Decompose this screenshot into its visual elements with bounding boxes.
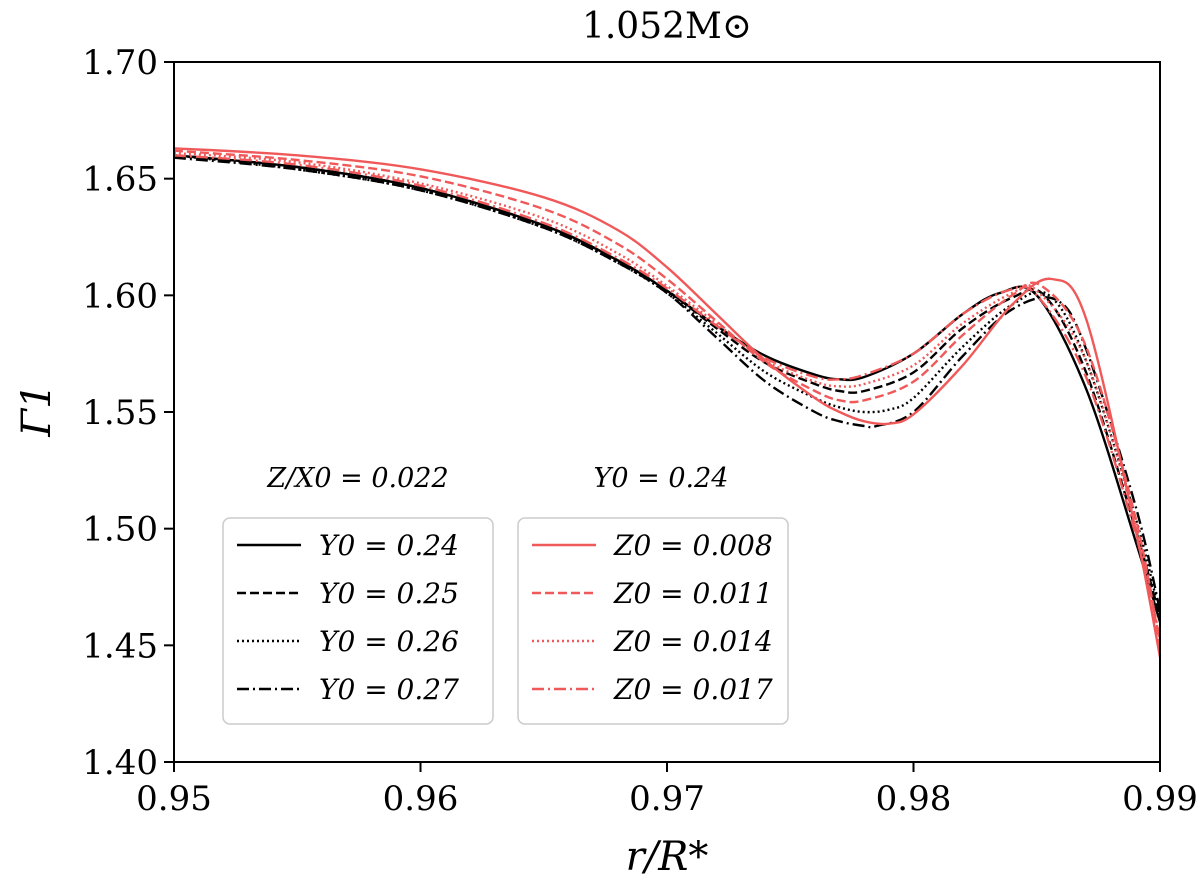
x-tick-label: 0.96 bbox=[383, 779, 459, 819]
x-tick-labels: 0.95 0.96 0.97 0.98 0.99 bbox=[136, 779, 1198, 819]
series-line-4 bbox=[174, 156, 1160, 611]
legend-2: Y0 = 0.24 Z0 = 0.008 Z0 = 0.011 Z0 = 0.014 Z… bbox=[517, 463, 789, 725]
series-line-3 bbox=[174, 154, 1160, 616]
legend-entry-label: Y0 = 0.26 bbox=[319, 625, 459, 658]
x-tick-label: 0.99 bbox=[1122, 779, 1198, 819]
legend-entry-label: Y0 = 0.27 bbox=[319, 673, 459, 706]
legend-entry-label: Y0 = 0.25 bbox=[319, 577, 459, 610]
legend-box bbox=[222, 517, 494, 725]
y-tick-label: 1.60 bbox=[82, 276, 158, 316]
series-line-1 bbox=[174, 154, 1160, 623]
y-tick-label: 1.50 bbox=[82, 510, 158, 550]
series-line-8 bbox=[174, 154, 1160, 639]
y-tick-label: 1.65 bbox=[82, 160, 158, 200]
legend-entry-label: Z0 = 0.014 bbox=[613, 625, 773, 658]
legend-title: Z/X0 = 0.022 bbox=[266, 463, 448, 494]
legend-title: Y0 = 0.24 bbox=[594, 463, 729, 494]
y-tick-labels: 1.40 1.45 1.50 1.55 1.60 1.65 1.70 bbox=[82, 43, 158, 783]
legend-box bbox=[517, 517, 789, 725]
chart-title: 1.052M⊙ bbox=[582, 6, 752, 47]
legends: Z/X0 = 0.022 Y0 = 0.24 Y0 = 0.25 Y0 = 0.26 Y… bbox=[222, 463, 789, 725]
legend-entry-label: Y0 = 0.24 bbox=[319, 529, 459, 562]
series-line-6 bbox=[174, 149, 1160, 646]
legend-1: Z/X0 = 0.022 Y0 = 0.24 Y0 = 0.25 Y0 = 0.26 Y… bbox=[222, 463, 494, 725]
x-tick-label: 0.97 bbox=[629, 779, 705, 819]
x-tick-label: 0.95 bbox=[136, 779, 212, 819]
legend-entry-label: Z0 = 0.011 bbox=[613, 577, 773, 610]
plot-curves bbox=[174, 147, 1160, 658]
legend-entry-label: Z0 = 0.017 bbox=[613, 673, 773, 706]
x-tick-label: 0.98 bbox=[876, 779, 952, 819]
y-tick-label: 1.45 bbox=[82, 626, 158, 666]
axes bbox=[164, 61, 1161, 772]
y-axis-label: Γ1 bbox=[14, 383, 60, 437]
series-line-7 bbox=[174, 151, 1160, 641]
series-line-5 bbox=[174, 147, 1160, 658]
legend-entry-label: Z0 = 0.008 bbox=[613, 529, 773, 562]
y-tick-label: 1.70 bbox=[82, 43, 158, 83]
y-tick-label: 1.40 bbox=[82, 743, 158, 783]
x-axis-label: r/R* bbox=[626, 834, 709, 880]
y-tick-label: 1.55 bbox=[82, 393, 158, 433]
